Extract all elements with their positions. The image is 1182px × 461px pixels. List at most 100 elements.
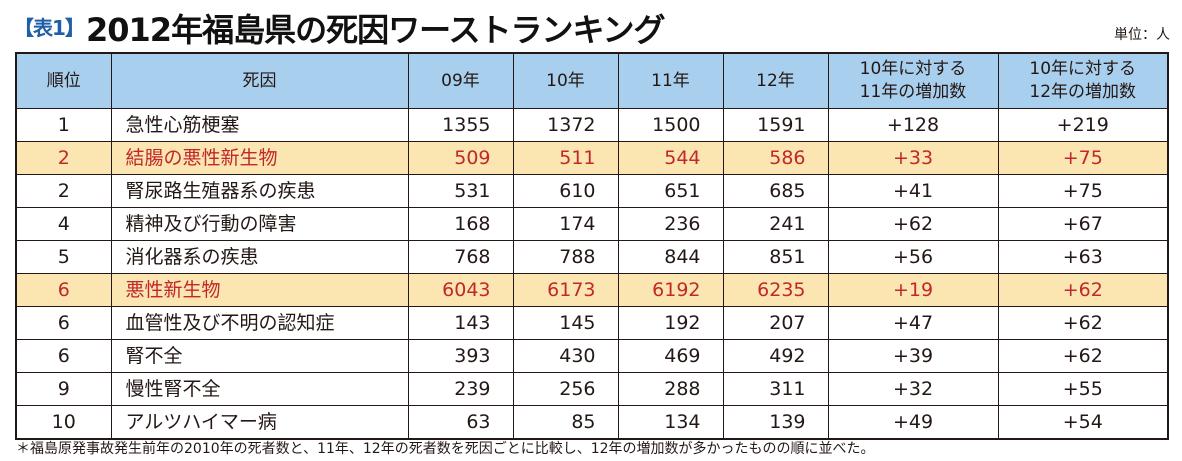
value-2009-cell: 393 [407,339,514,373]
cause-cell: 腎不全 [110,339,409,373]
diff-2011-cell: +32 [827,372,999,406]
value-2009-cell: 768 [407,240,514,274]
page-title: 2012年福島県の死因ワーストランキング [86,11,666,49]
table-row: 2 腎尿路生殖器系の疾患 531 610 651 685 +41 +75 [15,174,1169,208]
diff-2012-cell: +75 [997,141,1169,175]
cause-cell: 悪性新生物 [110,273,409,307]
value-2012-cell: 241 [722,207,829,241]
unit-label: 単位：人 [1114,27,1170,43]
rank-cell: 6 [15,306,112,340]
value-2009-cell: 143 [407,306,514,340]
rank-cell: 6 [15,339,112,373]
rank-cell: 1 [15,108,112,142]
cause-cell: 精神及び行動の障害 [110,207,409,241]
diff-2012-cell: +62 [997,273,1169,307]
value-2010-cell: 145 [512,306,619,340]
table-tag: 【表1】 [14,16,85,40]
cause-cell: 腎尿路生殖器系の疾患 [110,174,409,208]
diff-2012-cell: +63 [997,240,1169,274]
value-2011-cell: 544 [617,141,724,175]
table-row: 5 消化器系の疾患 768 788 844 851 +56 +63 [15,240,1169,274]
value-2009-cell: 6043 [407,273,514,307]
table-row: 9 慢性腎不全 239 256 288 311 +32 +55 [15,372,1169,406]
value-2009-cell: 239 [407,372,514,406]
value-2011-cell: 651 [617,174,724,208]
value-2012-cell: 1591 [722,108,829,142]
diff-2011-cell: +56 [827,240,999,274]
value-2012-cell: 6235 [722,273,829,307]
cause-cell: 血管性及び不明の認知症 [110,306,409,340]
diff-2011-cell: +62 [827,207,999,241]
value-2010-cell: 511 [512,141,619,175]
table-row: 2 結腸の悪性新生物 509 511 544 586 +33 +75 [15,141,1169,175]
value-2010-cell: 174 [512,207,619,241]
value-2011-cell: 6192 [617,273,724,307]
cause-cell: 慢性腎不全 [110,372,409,406]
rank-cell: 6 [15,273,112,307]
header-diff-2011: 10年に対する 11年の増加数 [827,53,999,109]
header-2012: 12年 [722,53,829,109]
cause-cell: 消化器系の疾患 [110,240,409,274]
diff-2012-cell: +75 [997,174,1169,208]
value-2012-cell: 207 [722,306,829,340]
value-2009-cell: 168 [407,207,514,241]
header: 【表1】 2012年福島県の死因ワーストランキング 単位：人 [14,4,1174,49]
diff-2011-cell: +41 [827,174,999,208]
diff-2012-cell: +55 [997,372,1169,406]
header-rank: 順位 [15,53,112,109]
value-2012-cell: 851 [722,240,829,274]
table-row: 4 精神及び行動の障害 168 174 236 241 +62 +67 [15,207,1169,241]
diff-2011-cell: +47 [827,306,999,340]
header-2010: 10年 [512,53,619,109]
ranking-table: 順位 死因 09年 10年 11年 12年 10年に対する 11年の増加数 10… [15,52,1169,440]
diff-2012-cell: +54 [997,405,1169,440]
rank-cell: 2 [15,141,112,175]
rank-cell: 10 [15,405,112,440]
value-2010-cell: 788 [512,240,619,274]
table-row: 1 急性心筋梗塞 1355 1372 1500 1591 +128 +219 [15,108,1169,142]
diff-2012-cell: +62 [997,339,1169,373]
diff-2012-cell: +62 [997,306,1169,340]
value-2011-cell: 134 [617,405,724,440]
diff-2011-cell: +128 [827,108,999,142]
value-2009-cell: 1355 [407,108,514,142]
value-2011-cell: 469 [617,339,724,373]
value-2012-cell: 311 [722,372,829,406]
value-2011-cell: 192 [617,306,724,340]
value-2012-cell: 685 [722,174,829,208]
diff-2011-cell: +39 [827,339,999,373]
footnote: ＊福島原発事故発生前年の2010年の死者数と、11年、12年の死者数を死因ごとに… [16,441,875,457]
header-2011: 11年 [617,53,724,109]
diff-2011-cell: +49 [827,405,999,440]
table-body: 1 急性心筋梗塞 1355 1372 1500 1591 +128 +219 2 結腸の悪性新生物… [15,108,1169,440]
cause-cell: 急性心筋梗塞 [110,108,409,142]
value-2012-cell: 586 [722,141,829,175]
value-2010-cell: 430 [512,339,619,373]
table-row: 6 悪性新生物 6043 6173 6192 6235 +19 +62 [15,273,1169,307]
diff-2011-cell: +19 [827,273,999,307]
value-2011-cell: 288 [617,372,724,406]
value-2009-cell: 509 [407,141,514,175]
value-2010-cell: 256 [512,372,619,406]
rank-cell: 5 [15,240,112,274]
diff-2012-cell: +219 [997,108,1169,142]
value-2009-cell: 63 [407,405,514,440]
table-row: 6 腎不全 393 430 469 492 +39 +62 [15,339,1169,373]
table-row: 6 血管性及び不明の認知症 143 145 192 207 +47 +62 [15,306,1169,340]
value-2009-cell: 531 [407,174,514,208]
value-2010-cell: 610 [512,174,619,208]
rank-cell: 9 [15,372,112,406]
value-2011-cell: 844 [617,240,724,274]
value-2012-cell: 139 [722,405,829,440]
header-cause: 死因 [110,53,409,109]
value-2011-cell: 1500 [617,108,724,142]
value-2012-cell: 492 [722,339,829,373]
value-2010-cell: 85 [512,405,619,440]
header-diff-2012: 10年に対する 12年の増加数 [997,53,1169,109]
rank-cell: 2 [15,174,112,208]
rank-cell: 4 [15,207,112,241]
value-2010-cell: 6173 [512,273,619,307]
cause-cell: 結腸の悪性新生物 [110,141,409,175]
diff-2011-cell: +33 [827,141,999,175]
diff-2012-cell: +67 [997,207,1169,241]
